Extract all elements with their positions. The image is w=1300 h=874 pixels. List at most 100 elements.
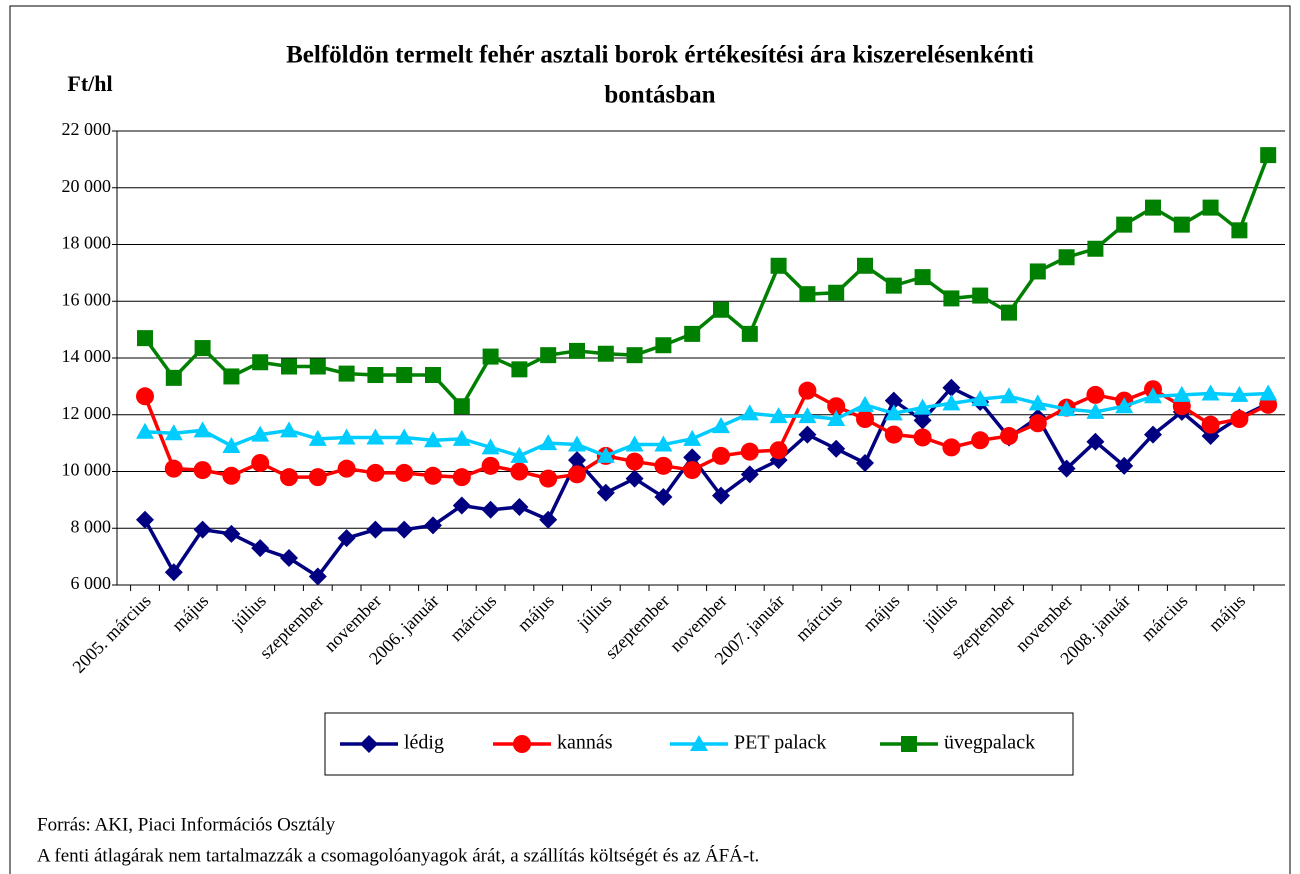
data-point bbox=[252, 354, 269, 371]
data-point bbox=[251, 453, 270, 472]
data-point bbox=[1144, 387, 1162, 404]
data-point bbox=[193, 520, 212, 539]
data-point bbox=[1230, 410, 1249, 429]
data-point bbox=[1260, 147, 1277, 164]
data-point bbox=[164, 459, 183, 478]
data-point bbox=[683, 461, 702, 480]
legend-marker bbox=[901, 736, 917, 752]
data-point bbox=[511, 361, 528, 378]
data-point bbox=[857, 257, 873, 274]
data-point bbox=[452, 429, 471, 446]
data-point bbox=[251, 539, 270, 558]
y-tick-label: 8 000 bbox=[71, 516, 112, 536]
data-point bbox=[280, 421, 298, 438]
data-point bbox=[193, 421, 212, 438]
data-point bbox=[884, 391, 903, 410]
data-point bbox=[626, 347, 643, 364]
data-point bbox=[481, 500, 500, 519]
data-point bbox=[971, 390, 990, 407]
data-point bbox=[424, 466, 442, 485]
data-point bbox=[308, 567, 327, 586]
data-point bbox=[625, 452, 644, 471]
data-point bbox=[683, 448, 702, 467]
data-point bbox=[1145, 199, 1161, 216]
data-point bbox=[1115, 456, 1134, 475]
data-point bbox=[1087, 240, 1104, 257]
data-point bbox=[1058, 249, 1075, 266]
y-tick-label: 18 000 bbox=[62, 233, 112, 253]
y-tick-label: 14 000 bbox=[62, 346, 112, 366]
data-point bbox=[569, 342, 585, 359]
series-line bbox=[143, 387, 1269, 481]
source: Forrás: AKI, Piaci Információs Osztály bbox=[37, 814, 336, 835]
data-point bbox=[1001, 304, 1017, 321]
data-point bbox=[137, 330, 153, 347]
data-point bbox=[1144, 425, 1162, 444]
data-point bbox=[942, 394, 961, 411]
data-point bbox=[712, 417, 730, 434]
y-tick-label: 12 000 bbox=[62, 403, 112, 423]
data-point bbox=[856, 395, 874, 412]
data-point bbox=[1231, 222, 1248, 239]
data-point bbox=[1086, 402, 1105, 419]
data-point bbox=[799, 286, 816, 303]
data-point bbox=[769, 407, 788, 424]
data-point bbox=[713, 301, 729, 318]
data-point bbox=[395, 428, 414, 445]
y-tick-label: 22 000 bbox=[62, 119, 112, 139]
data-point bbox=[452, 468, 471, 487]
y-tick-label: 16 000 bbox=[62, 289, 112, 309]
y-tick-label: 20 000 bbox=[62, 176, 112, 196]
data-point bbox=[452, 496, 471, 515]
data-point bbox=[194, 340, 211, 357]
data-point bbox=[1000, 427, 1018, 446]
data-point bbox=[337, 529, 356, 548]
data-point bbox=[337, 428, 356, 445]
y-tick-label: 10 000 bbox=[62, 460, 112, 480]
data-point bbox=[366, 428, 385, 445]
y-axis-label: Ft/hl bbox=[67, 71, 112, 96]
data-point bbox=[769, 441, 788, 460]
data-point bbox=[510, 446, 529, 463]
data-point bbox=[828, 284, 845, 301]
data-point bbox=[136, 387, 154, 406]
data-point bbox=[568, 465, 586, 484]
data-point bbox=[913, 411, 932, 430]
data-point bbox=[913, 398, 932, 415]
data-point bbox=[1057, 400, 1076, 417]
data-point bbox=[251, 425, 270, 442]
data-point bbox=[942, 438, 961, 457]
data-point bbox=[597, 345, 614, 362]
data-point bbox=[395, 463, 414, 482]
data-point bbox=[914, 269, 931, 286]
chart-title: Belföldön termelt fehér asztali borok ér… bbox=[286, 42, 1034, 69]
data-point bbox=[222, 466, 241, 485]
data-point bbox=[223, 368, 240, 385]
data-point bbox=[741, 325, 758, 342]
data-point bbox=[539, 434, 558, 451]
data-point bbox=[481, 456, 500, 475]
data-point bbox=[193, 461, 212, 480]
legend-marker bbox=[513, 735, 531, 753]
data-point bbox=[884, 404, 903, 421]
data-point bbox=[539, 510, 558, 529]
data-point bbox=[164, 424, 183, 441]
data-point bbox=[712, 446, 730, 465]
data-point bbox=[972, 287, 989, 304]
data-point bbox=[684, 325, 701, 342]
data-point bbox=[827, 410, 846, 427]
data-point bbox=[1173, 216, 1190, 233]
chart-title-line2: bontásban bbox=[604, 82, 715, 109]
series-line bbox=[144, 391, 1269, 458]
data-point bbox=[625, 435, 644, 452]
data-point bbox=[309, 358, 326, 375]
data-point bbox=[913, 428, 932, 447]
series-line bbox=[143, 154, 1270, 410]
legend-label: PET palack bbox=[734, 732, 826, 754]
data-point bbox=[510, 462, 529, 481]
data-point bbox=[654, 456, 673, 475]
data-point bbox=[1028, 414, 1047, 433]
data-point bbox=[1116, 216, 1133, 233]
legend-label: lédig bbox=[404, 732, 444, 754]
data-point bbox=[1230, 385, 1249, 402]
